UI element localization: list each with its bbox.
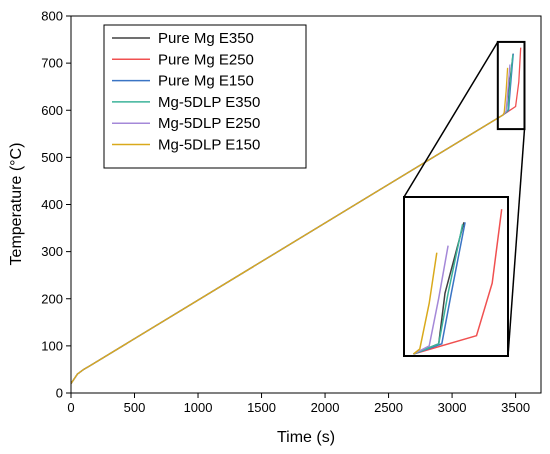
y-tick-label: 0 [56,386,63,401]
y-tick-label: 100 [41,338,63,353]
y-tick-label: 500 [41,150,63,165]
legend: Pure Mg E350 Pure Mg E250 Pure Mg E150 Mg-5… [103,24,307,169]
y-axis-title: Temperature (°C) [8,143,25,266]
zoom-connector-right [507,129,526,357]
x-tick-label: 3500 [501,400,530,415]
y-tick-label: 400 [41,197,63,212]
x-tick-label: 500 [124,400,146,415]
y-tick-label: 200 [41,291,63,306]
zoom-inset [403,40,526,357]
x-axis-title: Time (s) [277,429,335,446]
x-tick-label: 1500 [247,400,276,415]
x-tick-label: 1000 [184,400,213,415]
legend-label: Mg-5DLP E250 [158,115,260,132]
legend-label: Pure Mg E350 [158,30,254,47]
y-tick-label: 600 [41,103,63,118]
legend-label: Mg-5DLP E350 [158,94,260,111]
x-tick-label: 3000 [438,400,467,415]
ticks-layer: 0 500 1000 1500 2000 2500 3000 3500 0 100 200 300 40… [41,9,530,416]
y-tick-label: 700 [41,56,63,71]
series-layer [70,47,522,384]
zoom-connector-left [403,41,499,198]
x-tick-label: 2000 [311,400,340,415]
x-tick-label: 0 [67,400,74,415]
legend-label: Pure Mg E150 [158,73,254,90]
y-tick-label: 300 [41,244,63,259]
inset-series-line-5 [413,245,449,355]
inset-series-line-2 [413,209,503,355]
inset-series-line-4 [413,224,464,355]
plot-frame [70,15,542,394]
inset-series-line-6 [413,252,438,355]
series-line-6 [70,67,509,384]
zoom-inset-box [403,196,509,357]
y-tick-label: 800 [41,9,63,24]
legend-label: Pure Mg E250 [158,51,254,68]
x-tick-label: 2500 [374,400,403,415]
legend-label: Mg-5DLP E150 [158,137,260,154]
zoom-region-box [496,40,526,131]
